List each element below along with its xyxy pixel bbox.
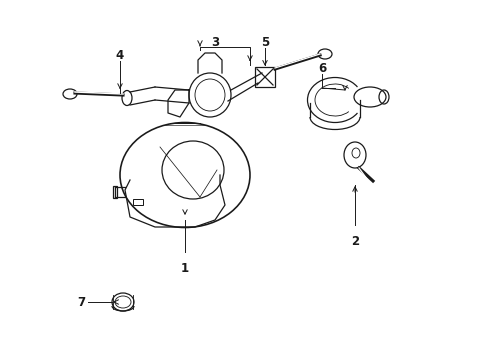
Bar — [113, 186, 117, 198]
Bar — [255, 67, 275, 87]
Text: 1: 1 — [181, 262, 189, 275]
Text: 6: 6 — [318, 62, 326, 75]
Text: 7: 7 — [77, 296, 85, 309]
Text: 5: 5 — [261, 36, 269, 49]
Text: 2: 2 — [351, 235, 359, 248]
Bar — [133, 199, 143, 205]
Text: 4: 4 — [116, 49, 124, 62]
Text: 3: 3 — [211, 36, 219, 49]
